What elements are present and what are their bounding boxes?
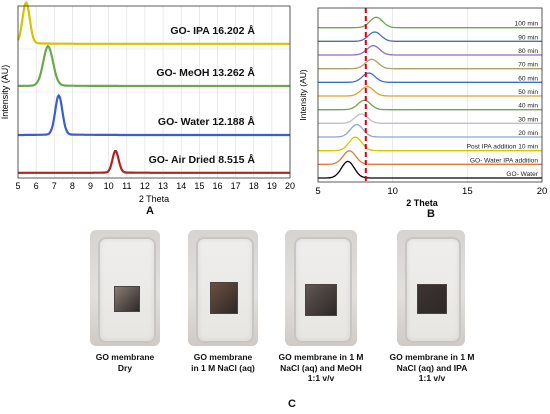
caption-line: GO membrane [193, 352, 253, 362]
x-tick-label: 18 [249, 181, 259, 191]
series-label: 70 min [518, 62, 538, 69]
chart-b-x-axis-label: 2 Theta [406, 198, 439, 208]
series-line [318, 45, 542, 56]
membrane-sample [114, 286, 140, 312]
caption-line: GO membrane in 1 M [389, 352, 475, 362]
series-line [318, 150, 542, 165]
photo-nacl [188, 230, 258, 346]
caption-line: Dry [117, 362, 133, 373]
series-label: 80 min [518, 48, 538, 55]
membrane-sample [417, 284, 447, 314]
series-line [318, 160, 542, 179]
x-tick-label: 17 [231, 181, 241, 191]
series-line [18, 150, 290, 174]
x-tick-label: 5 [315, 186, 320, 197]
chart-b-y-axis-label: Intensity (AU) [298, 69, 308, 121]
series-label: 20 min [518, 130, 538, 137]
series-label: GO- Water 12.188 Å [158, 115, 255, 128]
caption-line: NaCl (aq) and MeOH [280, 362, 362, 373]
membrane-sample [210, 282, 238, 314]
chart-a-tick-labels: 5 6 7 8 9 10 11 12 13 14 15 16 17 18 19 20 [15, 181, 295, 191]
x-tick-label: 14 [176, 181, 186, 191]
chart-a-series-labels: GO- IPA 16.202 Å GO- MeOH 13.262 Å GO- Wat… [149, 24, 256, 166]
series-line [16, 0, 290, 45]
x-tick-label: 10 [104, 181, 114, 191]
x-tick-label: 5 [15, 181, 20, 191]
series-line [318, 31, 542, 42]
photo-nacl-ipa [397, 230, 465, 346]
x-tick-label: 20 [285, 181, 295, 191]
series-label: GO- IPA 16.202 Å [170, 24, 255, 37]
chart-a-series [16, 0, 290, 174]
caption-nacl-ipa: GO membrane in 1 M NaCl (aq) and IPA 1:1… [380, 352, 484, 384]
x-tick-label: 9 [88, 181, 93, 191]
series-line [318, 72, 542, 83]
series-line [18, 44, 290, 88]
series-label: 50 min [518, 89, 538, 96]
caption-nacl: GO membrane in 1 M NaCl (aq) [171, 352, 275, 373]
series-label: 40 min [518, 103, 538, 110]
series-label: 30 min [518, 116, 538, 123]
chart-b-series [318, 16, 542, 179]
caption-line: GO membrane [95, 352, 155, 362]
caption-line: in 1 M NaCl (aq) [191, 362, 255, 373]
series-line [318, 99, 542, 111]
series-label: GO- Water IPA addition [470, 157, 538, 164]
x-tick-label: 15 [194, 181, 204, 191]
series-line [318, 86, 542, 97]
series-line [318, 136, 542, 152]
series-label: GO- Air Dried 8.515 Å [149, 153, 256, 166]
caption-line: NaCl (aq) and IPA [396, 362, 468, 373]
membrane-sample [305, 284, 337, 316]
series-label: GO- MeOH 13.262 Å [156, 66, 255, 79]
series-label: Post IPA addition 10 min [467, 144, 539, 151]
chart-a-y-axis-label: Intensity (AU) [0, 65, 10, 120]
chart-b-series-labels: GO- Water GO- Water IPA addition Post IPA … [467, 21, 539, 178]
x-tick-label: 20 [537, 186, 548, 197]
chart-a: GO- IPA 16.202 Å GO- MeOH 13.262 Å GO- Wat… [0, 0, 295, 204]
panel-label-c: C [288, 398, 296, 410]
x-tick-label: 6 [34, 181, 39, 191]
series-line [18, 93, 290, 137]
series-label: 60 min [518, 75, 538, 82]
x-tick-label: 16 [212, 181, 222, 191]
x-tick-label: 13 [158, 181, 168, 191]
x-tick-label: 12 [140, 181, 150, 191]
x-tick-label: 19 [267, 181, 277, 191]
caption-line: 1:1 v/v [307, 373, 335, 384]
chart-a-x-axis-label: 2 Theta [139, 194, 169, 204]
x-tick-label: 7 [52, 181, 57, 191]
series-line [318, 113, 542, 124]
caption-dry: GO membrane Dry [73, 352, 177, 373]
caption-nacl-meoh: GO membrane in 1 M NaCl (aq) and MeOH 1:… [269, 352, 373, 384]
x-tick-label: 10 [387, 186, 398, 197]
panel-label-a: A [146, 205, 154, 217]
x-tick-label: 11 [122, 181, 131, 191]
series-line [318, 16, 542, 29]
photo-nacl-meoh [285, 230, 357, 346]
chart-a-frame [17, 5, 291, 179]
series-label: 100 min [515, 21, 539, 28]
series-label: 90 min [518, 34, 538, 41]
x-tick-label: 8 [70, 181, 75, 191]
series-label: GO- Water [506, 171, 538, 178]
series-line [318, 58, 542, 70]
panel-label-b: B [427, 208, 435, 220]
x-tick-label: 15 [462, 186, 473, 197]
series-line [318, 123, 542, 138]
chart-b: GO- Water GO- Water IPA addition Post IPA … [298, 7, 547, 208]
chart-b-frame [317, 7, 543, 183]
caption-line: GO membrane in 1 M [278, 352, 364, 362]
chart-b-tick-labels: 5 10 15 20 [315, 186, 547, 197]
caption-line: 1:1 v/v [418, 373, 446, 384]
photo-dry [90, 230, 160, 346]
